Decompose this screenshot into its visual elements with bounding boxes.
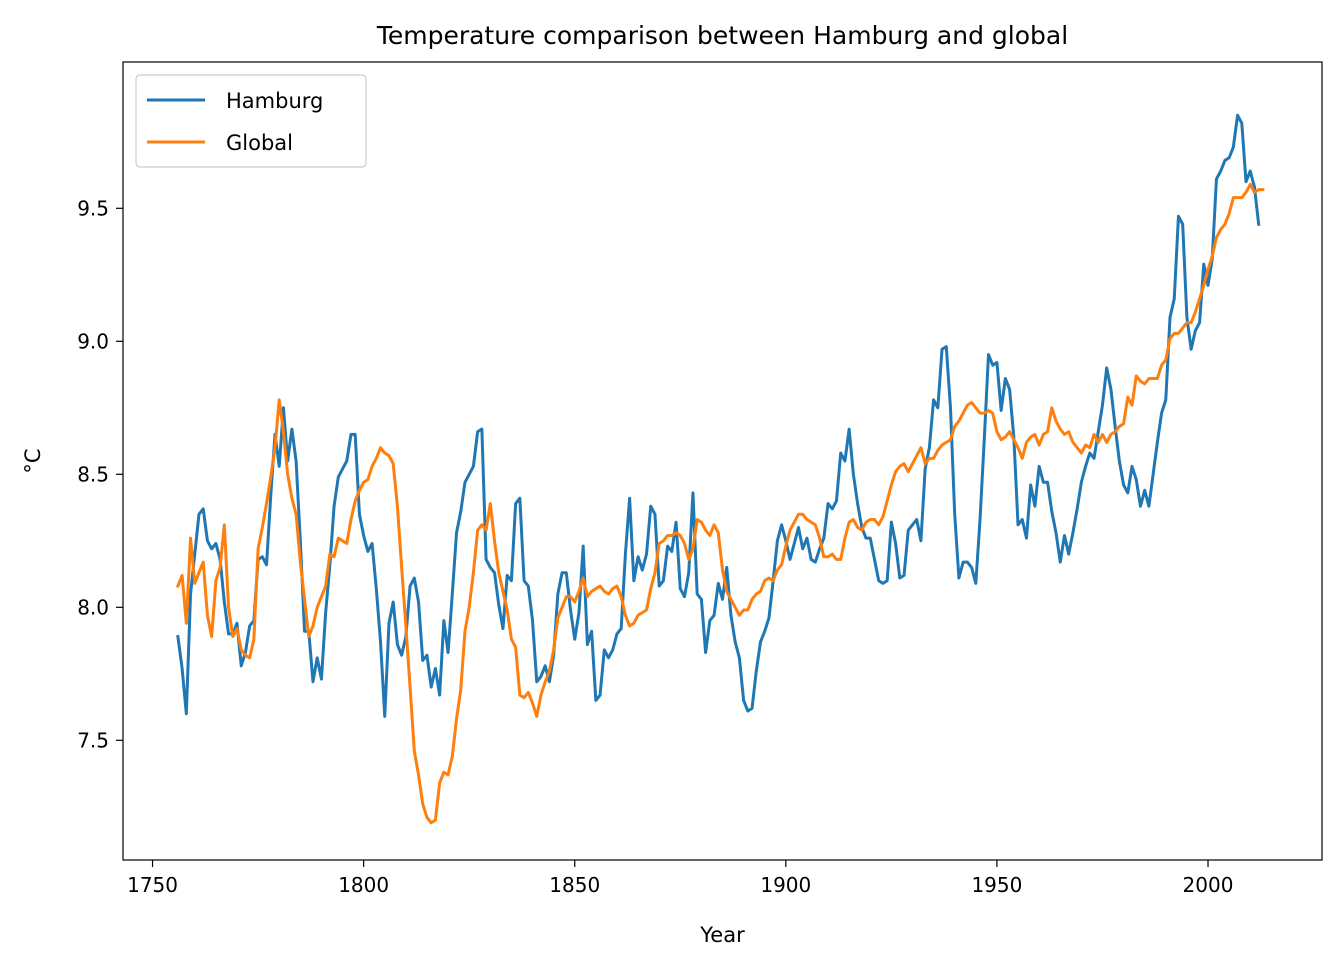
- x-tick-label: 1850: [549, 873, 600, 897]
- legend-box: [135, 74, 367, 168]
- legend-label-global: Global: [226, 131, 293, 155]
- y-tick-label: 7.5: [77, 728, 109, 752]
- series-line-global: [175, 182, 1265, 825]
- y-tick-label: 9.0: [77, 329, 109, 353]
- plot-area: [123, 62, 1322, 860]
- x-axis-label: Year: [699, 923, 745, 947]
- legend: Hamburg Global: [135, 74, 367, 168]
- x-tick-label: 2000: [1183, 873, 1234, 897]
- series-line-hamburg: [176, 113, 1261, 718]
- x-tick-label: 1750: [127, 873, 178, 897]
- y-tick-label: 8.0: [77, 595, 109, 619]
- legend-label-hamburg: Hamburg: [226, 89, 323, 113]
- y-tick-label: 8.5: [77, 462, 109, 486]
- plot-frame: [122, 61, 1323, 861]
- x-tick-label: 1900: [760, 873, 811, 897]
- y-tick-label: 9.5: [77, 196, 109, 220]
- x-axis: 1750 1800 1850 1900 1950 2000: [127, 860, 1233, 897]
- y-axis: 7.5 8.0 8.5 9.0 9.5: [77, 196, 123, 752]
- x-tick-label: 1800: [338, 873, 389, 897]
- chart-title: Temperature comparison between Hamburg a…: [376, 21, 1068, 50]
- x-tick-label: 1950: [971, 873, 1022, 897]
- y-axis-label: °C: [21, 448, 45, 473]
- series-layer: [175, 113, 1265, 825]
